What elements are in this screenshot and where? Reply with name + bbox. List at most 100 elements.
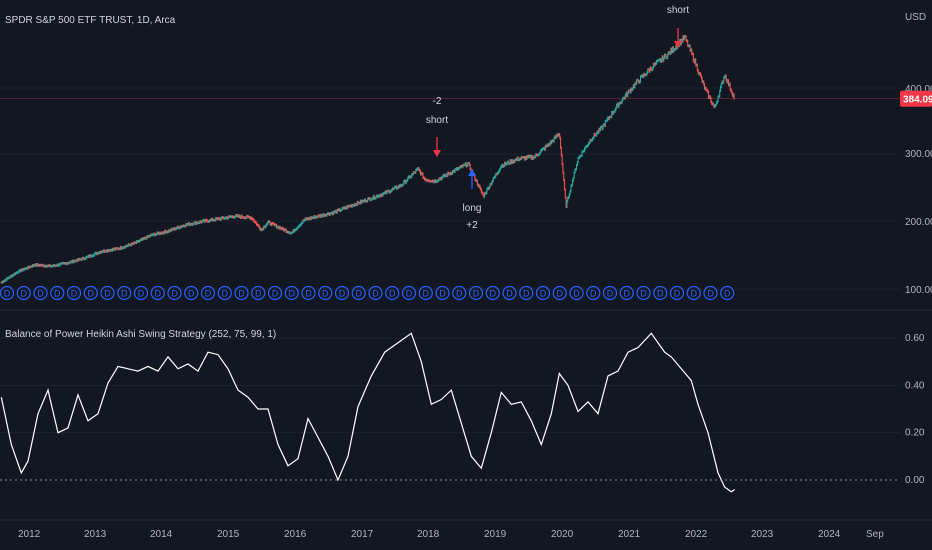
last-price-tag: 384.09: [0, 90, 932, 107]
dividend-marker-label: D: [339, 289, 346, 299]
dividend-marker-label: D: [289, 289, 296, 299]
dividend-marker-ring: [519, 285, 534, 301]
price-axis-tick: 300.00: [905, 149, 932, 160]
dividend-marker-ring: [33, 285, 48, 301]
price-axis-tick: 100.00: [905, 285, 932, 296]
dividend-marker-ring: [669, 285, 685, 301]
time-axis-label: 2024: [818, 529, 841, 540]
dividend-marker-label: D: [205, 289, 212, 299]
time-axis-label: 2022: [685, 529, 708, 540]
dividend-marker-label: D: [37, 289, 44, 299]
signal-long-1[interactable]: long +2: [463, 169, 482, 231]
dividend-marker-label: D: [389, 289, 396, 299]
dividend-marker-ring: [485, 285, 500, 301]
dividend-marker-label: D: [657, 289, 664, 299]
oscillator-line: [0, 332, 736, 493]
oscillator-series: [0, 332, 736, 493]
dividend-marker-label: D: [272, 289, 279, 299]
dividend-marker-label: D: [590, 289, 597, 299]
dividend-marker-ring: [552, 285, 567, 301]
dividend-marker-label: D: [674, 289, 681, 299]
signal-label: long: [463, 203, 482, 214]
dividend-marker-label: D: [4, 289, 11, 299]
dividend-marker-ring: [535, 285, 551, 301]
signal-short-2[interactable]: short: [667, 5, 689, 48]
dividend-marker-ring: [720, 285, 735, 301]
time-axis-label: 2015: [217, 529, 240, 540]
dividend-marker-ring: [602, 285, 618, 301]
signal-label: short: [667, 5, 689, 16]
signal-short-1[interactable]: -2 short: [426, 96, 448, 157]
dividend-marker-ring: [133, 285, 149, 301]
dividend-marker-ring: [0, 285, 15, 301]
price-axis-tick: 200.00: [905, 217, 932, 228]
dividend-marker-label: D: [71, 289, 78, 299]
dividend-marker-label: D: [171, 289, 178, 299]
short-arrow-icon: [433, 137, 441, 157]
dividend-marker-ring: [100, 285, 115, 301]
dividend-marker-ring: [569, 285, 584, 301]
dividend-marker-ring: [385, 285, 400, 301]
dividend-marker-ring: [502, 285, 517, 301]
dividend-marker-label: D: [222, 289, 229, 299]
dividend-marker-ring: [50, 285, 65, 301]
dividend-marker-ring: [184, 285, 199, 301]
dividend-marker-label: D: [104, 289, 111, 299]
dividend-marker-label: D: [138, 289, 145, 299]
dividend-marker-label: D: [624, 289, 631, 299]
dividend-marker-label: D: [372, 289, 379, 299]
dividend-marker-ring: [117, 285, 132, 301]
dividend-marker-label: D: [523, 289, 530, 299]
dividend-marker-label: D: [322, 289, 329, 299]
dividend-marker-ring: [301, 285, 316, 301]
signal-label: +2: [466, 220, 478, 231]
dividend-marker-label: D: [155, 289, 162, 299]
dividend-marker-label: D: [506, 289, 513, 299]
dividend-marker-ring: [150, 285, 165, 301]
signal-label: short: [426, 115, 448, 126]
dividend-marker-ring: [318, 285, 333, 301]
time-axis-label: 2021: [618, 529, 641, 540]
oscillator-axis[interactable]: 0.60 0.40 0.20 0.00: [905, 333, 925, 486]
dividend-marker-ring: [66, 285, 82, 301]
dividend-marker-ring: [653, 285, 668, 301]
symbol-title[interactable]: SPDR S&P 500 ETF TRUST, 1D, Arca: [5, 15, 176, 26]
dividend-marker-ring: [234, 285, 249, 301]
dividend-marker-ring: [334, 285, 350, 301]
dividend-marker-label: D: [724, 289, 731, 299]
dividend-marker-label: D: [540, 289, 547, 299]
short-arrow-icon: [674, 28, 682, 48]
price-axis-tick: 400.00: [905, 84, 932, 95]
dividend-marker-ring: [418, 285, 433, 301]
dividend-marker-label: D: [423, 289, 430, 299]
time-axis-label: 2013: [84, 529, 107, 540]
time-axis-label: 2023: [751, 529, 774, 540]
dividend-marker-ring: [636, 285, 651, 301]
dividend-marker-label: D: [406, 289, 413, 299]
dividend-marker-label: D: [473, 289, 480, 299]
time-axis-label: 2019: [484, 529, 507, 540]
oscillator-axis-tick: 0.20: [905, 428, 925, 439]
price-axis[interactable]: USD 400.00 300.00 200.00 100.00: [905, 12, 932, 296]
indicator-title[interactable]: Balance of Power Heikin Ashi Swing Strat…: [5, 329, 276, 340]
dividend-marker-label: D: [691, 289, 698, 299]
oscillator-axis-tick: 0.00: [905, 475, 925, 486]
dividend-marker-label: D: [456, 289, 463, 299]
time-axis-label: 2018: [417, 529, 440, 540]
dividend-marker-ring: [267, 285, 283, 301]
dividend-marker-label: D: [54, 289, 61, 299]
oscillator-axis-tick: 0.60: [905, 333, 925, 344]
dividend-marker-ring: [200, 285, 216, 301]
dividend-marker-ring: [401, 285, 417, 301]
oscillator-axis-tick: 0.40: [905, 380, 925, 391]
dividend-marker-label: D: [188, 289, 195, 299]
signal-label: -2: [433, 96, 442, 107]
dividend-marker-label: D: [305, 289, 312, 299]
time-axis[interactable]: 2012 2013 2014 2015 2016 2017 2018 2019 …: [18, 529, 884, 540]
dividend-marker-ring: [703, 285, 718, 301]
dividend-marker-label: D: [707, 289, 714, 299]
